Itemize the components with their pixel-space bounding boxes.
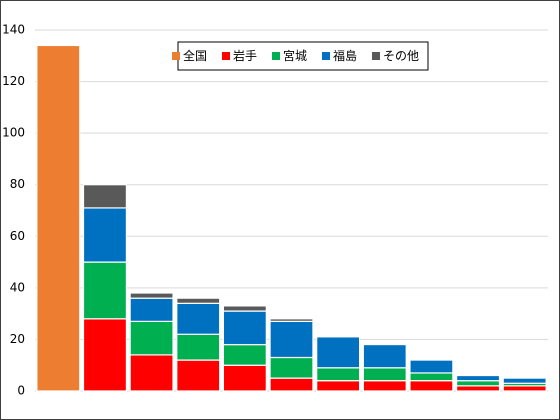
bar-segment <box>316 380 361 392</box>
bar-segment <box>82 184 128 209</box>
legend-box <box>177 41 429 71</box>
y-tick-label: 140 <box>2 23 25 37</box>
legend-swatch <box>172 52 180 60</box>
y-tick-label: 80 <box>10 177 25 191</box>
legend-label: 宮城 <box>283 48 307 63</box>
legend-label: 全国 <box>183 48 207 63</box>
bar-segment <box>176 333 221 361</box>
bar-segment <box>176 297 221 304</box>
y-tick-label: 120 <box>2 74 25 88</box>
legend-label: 岩手 <box>233 48 257 63</box>
y-tick-label: 100 <box>2 126 25 140</box>
legend-swatch <box>322 52 330 60</box>
bar-segment <box>269 377 314 392</box>
bar-segment <box>36 44 81 392</box>
legend-swatch <box>372 52 380 60</box>
bar-segment <box>502 377 547 384</box>
bar-segment <box>409 359 454 374</box>
bar-segment <box>269 356 314 379</box>
bar-segment <box>222 343 267 366</box>
legend: 全国 岩手 宮城 福島 その他 <box>172 48 419 63</box>
bar-segment <box>362 367 407 382</box>
bar-segment <box>409 380 454 392</box>
bar-segment <box>455 374 501 382</box>
bar-segment <box>362 343 407 369</box>
bar-segment <box>269 320 314 359</box>
bar-segment <box>455 385 501 392</box>
bar-segment <box>176 359 221 392</box>
legend-swatch <box>272 52 280 60</box>
y-tick-label: 40 <box>10 280 25 294</box>
bar-segment <box>409 372 454 382</box>
legend-label: 福島 <box>333 48 357 63</box>
legend-label: その他 <box>383 49 419 63</box>
y-tick-label: 60 <box>10 229 25 243</box>
bar-segment <box>222 310 267 346</box>
legend-swatch <box>222 52 230 60</box>
bar-segment <box>82 261 128 320</box>
bar-segment <box>502 385 547 392</box>
bar-segment <box>222 364 267 392</box>
bar-segment <box>129 320 174 356</box>
bar-segment <box>269 318 314 322</box>
bar-segment <box>176 302 221 335</box>
bar-segment <box>129 292 174 299</box>
bar-segment <box>455 380 501 387</box>
bar-segment <box>82 318 128 392</box>
bar-segment <box>129 297 174 322</box>
bar-segment <box>362 380 407 392</box>
bar-segment <box>316 367 361 382</box>
bar-segment <box>316 336 361 369</box>
bar-segment <box>82 207 128 263</box>
y-tick-label: 0 <box>17 384 25 398</box>
bar-segment <box>129 354 174 392</box>
bars <box>36 44 547 392</box>
bar-segment <box>222 305 267 312</box>
y-tick-label: 20 <box>10 332 25 346</box>
